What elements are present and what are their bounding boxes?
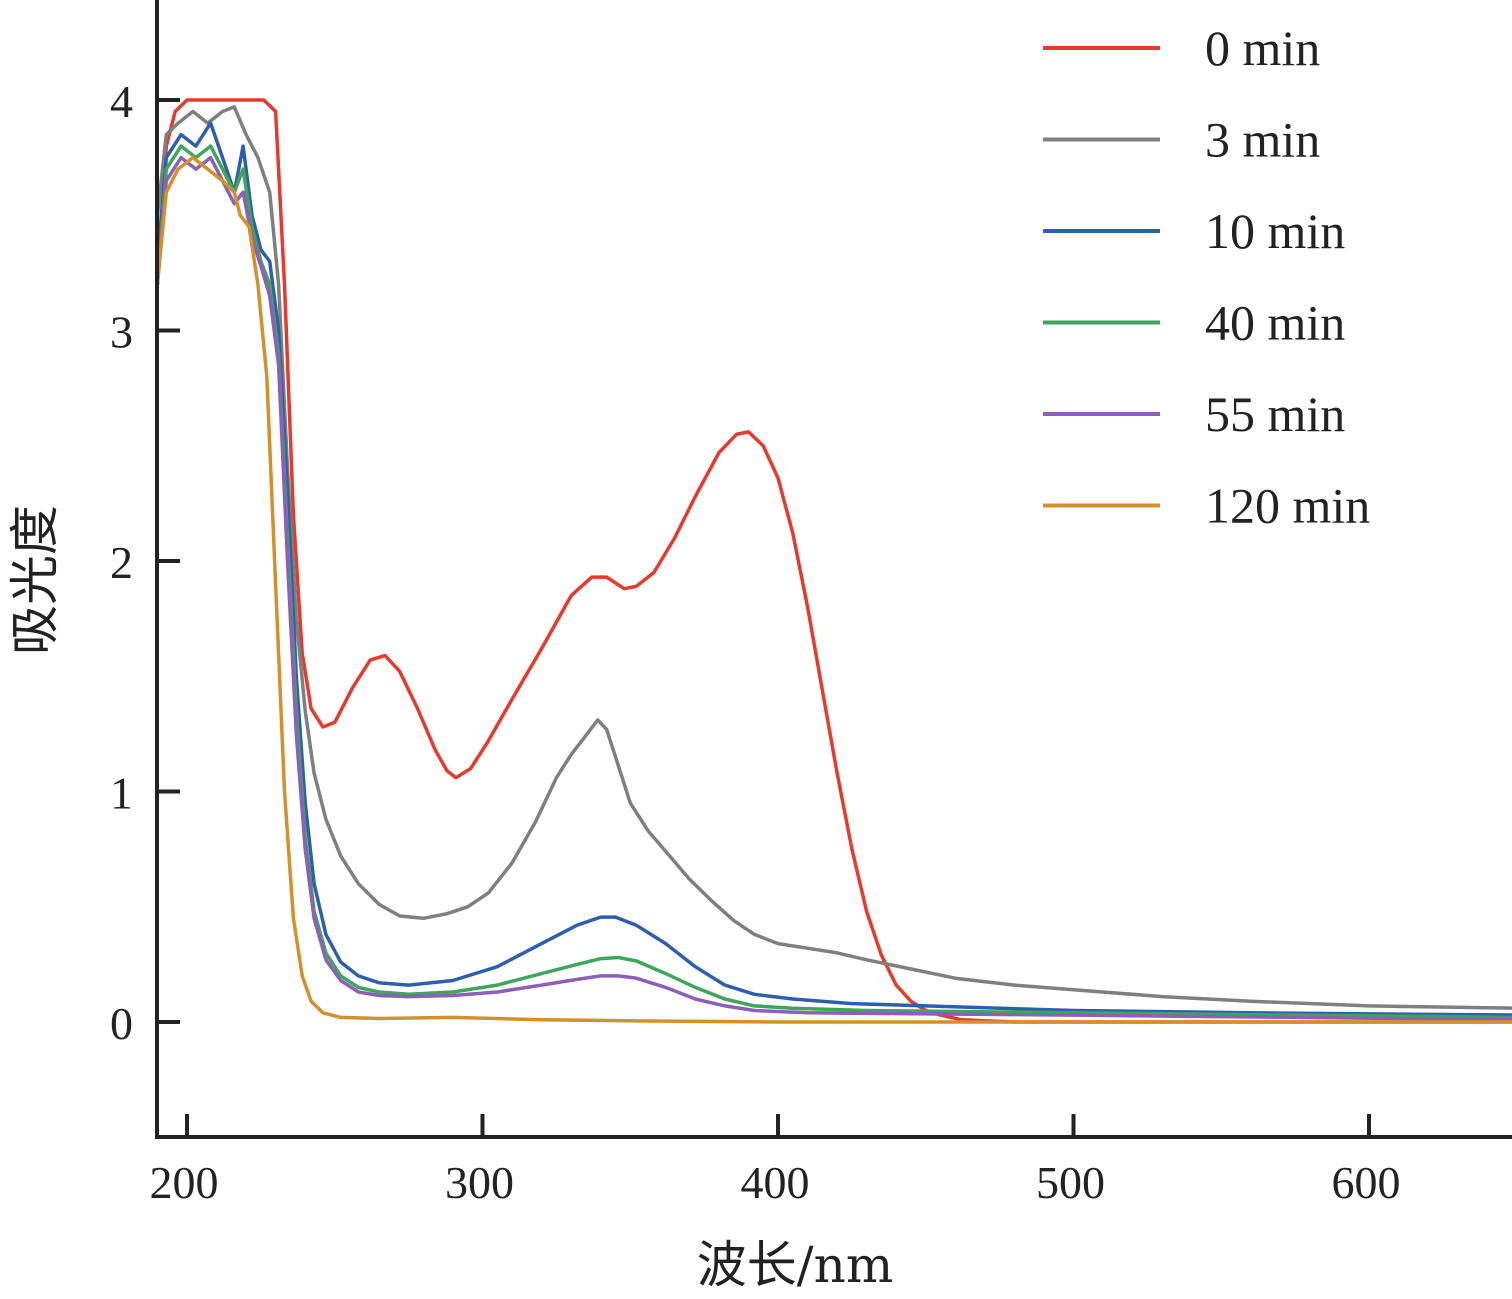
legend-label-120-min: 120 min [1205,478,1370,534]
y-tick-label-1: 1 [110,768,133,819]
x-tick-label-400: 400 [741,1157,810,1208]
y-tick-label-2: 2 [110,537,133,588]
x-axis-title: 波长/nm [697,1236,893,1294]
y-tick-label-4: 4 [110,76,133,127]
y-axis-title: 吸光度 [6,505,64,655]
x-axis-ticks: 200 300 400 500 600 [150,1114,1401,1208]
series-line-3-min [157,105,1512,1010]
legend: 0 min 3 min 10 min 40 min 55 min 120 min [1043,20,1370,534]
legend-label-3-min: 3 min [1205,112,1320,168]
legend-label-55-min: 55 min [1205,386,1345,442]
legend-label-40-min: 40 min [1205,295,1345,351]
series-group [157,98,1512,1024]
y-tick-label-3: 3 [110,307,133,358]
legend-label-0-min: 0 min [1205,20,1320,76]
y-tick-label-0: 0 [110,998,133,1049]
x-tick-label-300: 300 [445,1157,514,1208]
x-tick-label-200: 200 [150,1157,219,1208]
legend-label-10-min: 10 min [1205,203,1345,259]
x-tick-label-500: 500 [1036,1157,1105,1208]
x-tick-label-600: 600 [1332,1157,1401,1208]
series-line-55-min [157,155,1512,1022]
y-axis-ticks: 0 1 2 3 4 [110,76,180,1049]
series-line-0-min [157,98,1512,1024]
series-line-120-min [157,155,1512,1024]
